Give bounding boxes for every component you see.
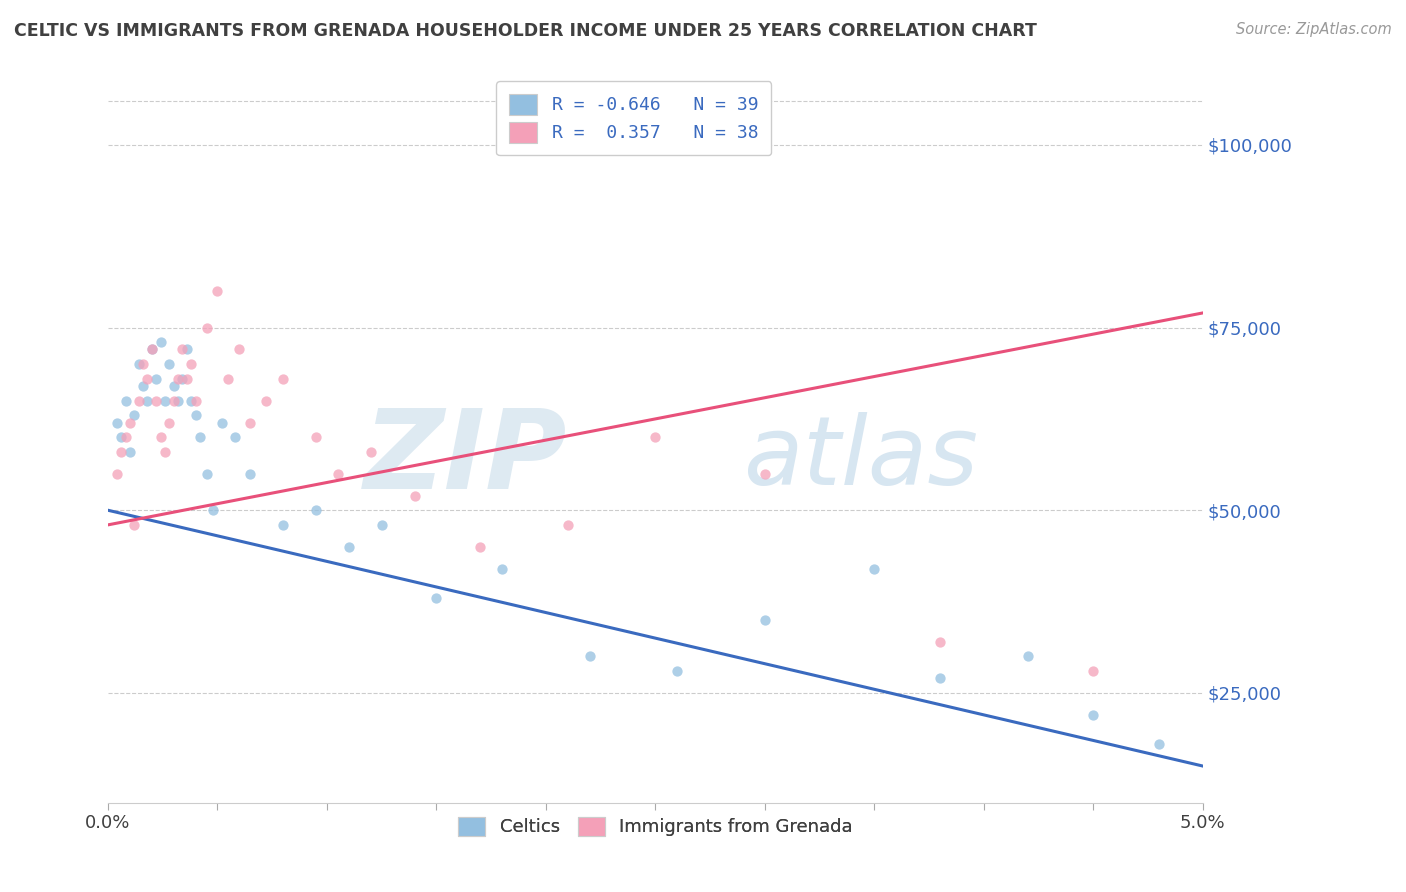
Point [114, 393, 136, 408]
Point [929, 635, 952, 649]
Point [153, 444, 176, 458]
Point [929, 671, 952, 685]
Point [491, 562, 513, 576]
Point [128, 393, 150, 408]
Point [360, 444, 382, 458]
Point [167, 393, 190, 408]
Point [1147, 737, 1170, 751]
Point [228, 343, 250, 357]
Point [149, 430, 172, 444]
Point [188, 430, 211, 444]
Point [195, 467, 218, 481]
Point [217, 372, 239, 386]
Point [128, 357, 150, 371]
Point [110, 430, 132, 444]
Point [141, 343, 163, 357]
Point [153, 393, 176, 408]
Point [157, 416, 180, 430]
Point [110, 444, 132, 458]
Point [1083, 707, 1105, 722]
Point [224, 430, 246, 444]
Point [202, 503, 225, 517]
Point [122, 409, 145, 423]
Point [207, 284, 229, 298]
Text: CELTIC VS IMMIGRANTS FROM GRENADA HOUSEHOLDER INCOME UNDER 25 YEARS CORRELATION : CELTIC VS IMMIGRANTS FROM GRENADA HOUSEH… [14, 22, 1038, 40]
Point [172, 372, 194, 386]
Point [863, 562, 886, 576]
Point [305, 503, 328, 517]
Point [425, 591, 447, 605]
Point [305, 430, 328, 444]
Point [370, 517, 392, 532]
Point [176, 343, 198, 357]
Point [114, 430, 136, 444]
Point [578, 649, 600, 664]
Point [145, 393, 167, 408]
Point [1083, 664, 1105, 678]
Point [337, 540, 360, 554]
Y-axis label: Householder Income Under 25 years: Householder Income Under 25 years [0, 293, 8, 597]
Point [118, 416, 141, 430]
Point [239, 416, 262, 430]
Point [557, 517, 579, 532]
Point [470, 540, 492, 554]
Point [122, 517, 145, 532]
Text: atlas: atlas [742, 412, 979, 505]
Point [132, 379, 155, 393]
Point [105, 416, 128, 430]
Point [271, 517, 294, 532]
Point [271, 372, 294, 386]
Point [105, 467, 128, 481]
Text: ZIP: ZIP [364, 405, 568, 512]
Point [211, 416, 233, 430]
Point [239, 467, 262, 481]
Point [326, 467, 349, 481]
Text: Source: ZipAtlas.com: Source: ZipAtlas.com [1236, 22, 1392, 37]
Point [1017, 649, 1039, 664]
Point [180, 393, 202, 408]
Point [167, 372, 190, 386]
Point [254, 393, 277, 408]
Point [172, 343, 194, 357]
Point [644, 430, 666, 444]
Point [176, 372, 198, 386]
Point [184, 393, 207, 408]
Point [163, 379, 186, 393]
Point [754, 467, 776, 481]
Legend: Celtics, Immigrants from Grenada: Celtics, Immigrants from Grenada [451, 809, 860, 844]
Point [136, 372, 159, 386]
Point [141, 343, 163, 357]
Point [149, 335, 172, 350]
Point [195, 320, 218, 334]
Point [157, 357, 180, 371]
Point [163, 393, 186, 408]
Point [136, 393, 159, 408]
Point [666, 664, 689, 678]
Point [754, 613, 776, 627]
Point [145, 372, 167, 386]
Point [118, 444, 141, 458]
Point [184, 409, 207, 423]
Point [1301, 707, 1323, 722]
Point [180, 357, 202, 371]
Point [132, 357, 155, 371]
Point [404, 489, 426, 503]
